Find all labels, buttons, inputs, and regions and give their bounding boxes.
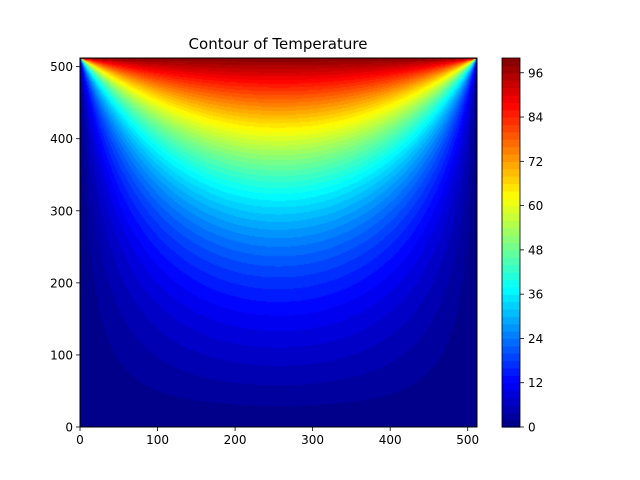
x-tick-label: 500	[456, 433, 479, 447]
colorbar-level	[502, 227, 520, 236]
colorbar-frame	[501, 57, 521, 428]
colorbar-tick-label: 72	[528, 155, 543, 169]
colorbar-level	[502, 301, 520, 310]
colorbar-level	[502, 131, 520, 140]
y-tick-label: 100	[50, 348, 73, 362]
chart-title: Contour of Temperature	[189, 35, 368, 53]
colorbar-level	[502, 58, 520, 66]
colorbar-level	[502, 124, 520, 133]
colorbar-level	[502, 220, 520, 229]
colorbar: 0 12 24 36 48 60 72 84 96	[501, 57, 543, 435]
colorbar-level	[502, 198, 520, 207]
colorbar-tick-label: 96	[528, 66, 543, 80]
colorbar-level	[502, 153, 520, 162]
colorbar-level	[502, 176, 520, 185]
colorbar-level	[502, 168, 520, 177]
colorbar-tick-label: 12	[528, 376, 543, 390]
colorbar-level	[502, 367, 520, 376]
y-tick-label: 200	[50, 276, 73, 290]
colorbar-tick-label: 48	[528, 243, 543, 257]
y-tick-label: 0	[65, 421, 73, 435]
x-tick-label: 300	[301, 433, 324, 447]
colorbar-level	[502, 87, 520, 96]
colorbar-level	[502, 382, 520, 391]
contour-plot-area	[79, 57, 478, 428]
colorbar-level	[502, 117, 520, 126]
colorbar-level	[502, 235, 520, 244]
colorbar-level	[502, 338, 520, 347]
colorbar-level	[502, 316, 520, 325]
colorbar-level	[502, 242, 520, 251]
colorbar-level	[502, 183, 520, 192]
colorbar-level	[502, 294, 520, 303]
colorbar-level	[502, 390, 520, 399]
colorbar-tick-label: 24	[528, 332, 543, 346]
colorbar-level	[502, 412, 520, 421]
x-tick-label: 200	[224, 433, 247, 447]
colorbar-level	[502, 72, 520, 81]
colorbar-level	[502, 264, 520, 273]
colorbar-level	[502, 65, 520, 74]
colorbar-level	[502, 109, 520, 118]
y-tick-label: 500	[50, 60, 73, 74]
colorbar-level	[502, 360, 520, 369]
colorbar-level	[502, 404, 520, 413]
colorbar-level	[502, 308, 520, 317]
colorbar-level	[502, 272, 520, 280]
colorbar-level	[502, 212, 520, 221]
colorbar-tick-label: 36	[528, 288, 543, 302]
colorbar-level	[502, 94, 520, 103]
colorbar-level	[502, 205, 520, 214]
colorbar-level	[502, 331, 520, 340]
colorbar-level	[502, 353, 520, 362]
colorbar-level	[502, 323, 520, 332]
colorbar-tick-label: 0	[528, 421, 536, 435]
x-tick-label: 100	[146, 433, 169, 447]
colorbar-level	[502, 139, 520, 148]
colorbar-tick-label: 84	[528, 111, 543, 125]
colorbar-level	[502, 161, 520, 170]
plot-frame	[79, 57, 478, 428]
x-axis: 0 100 200 300 400 500	[76, 427, 479, 447]
colorbar-level	[502, 249, 520, 258]
colorbar-level	[502, 102, 520, 111]
colorbar-level	[502, 190, 520, 199]
colorbar-level	[502, 146, 520, 155]
colorbar-level	[502, 286, 520, 295]
colorbar-level	[502, 375, 520, 384]
x-tick-label: 0	[76, 433, 84, 447]
y-tick-label: 400	[50, 132, 73, 146]
colorbar-level	[502, 257, 520, 266]
colorbar-tick-label: 60	[528, 199, 543, 213]
contour-fill	[80, 58, 477, 427]
colorbar-level	[502, 397, 520, 406]
colorbar-level	[502, 419, 520, 428]
y-axis: 0 100 200 300 400 500	[50, 60, 80, 435]
colorbar-level	[502, 345, 520, 354]
colorbar-level	[502, 279, 520, 288]
colorbar-level	[502, 80, 520, 89]
y-tick-label: 300	[50, 204, 73, 218]
x-tick-label: 400	[379, 433, 402, 447]
